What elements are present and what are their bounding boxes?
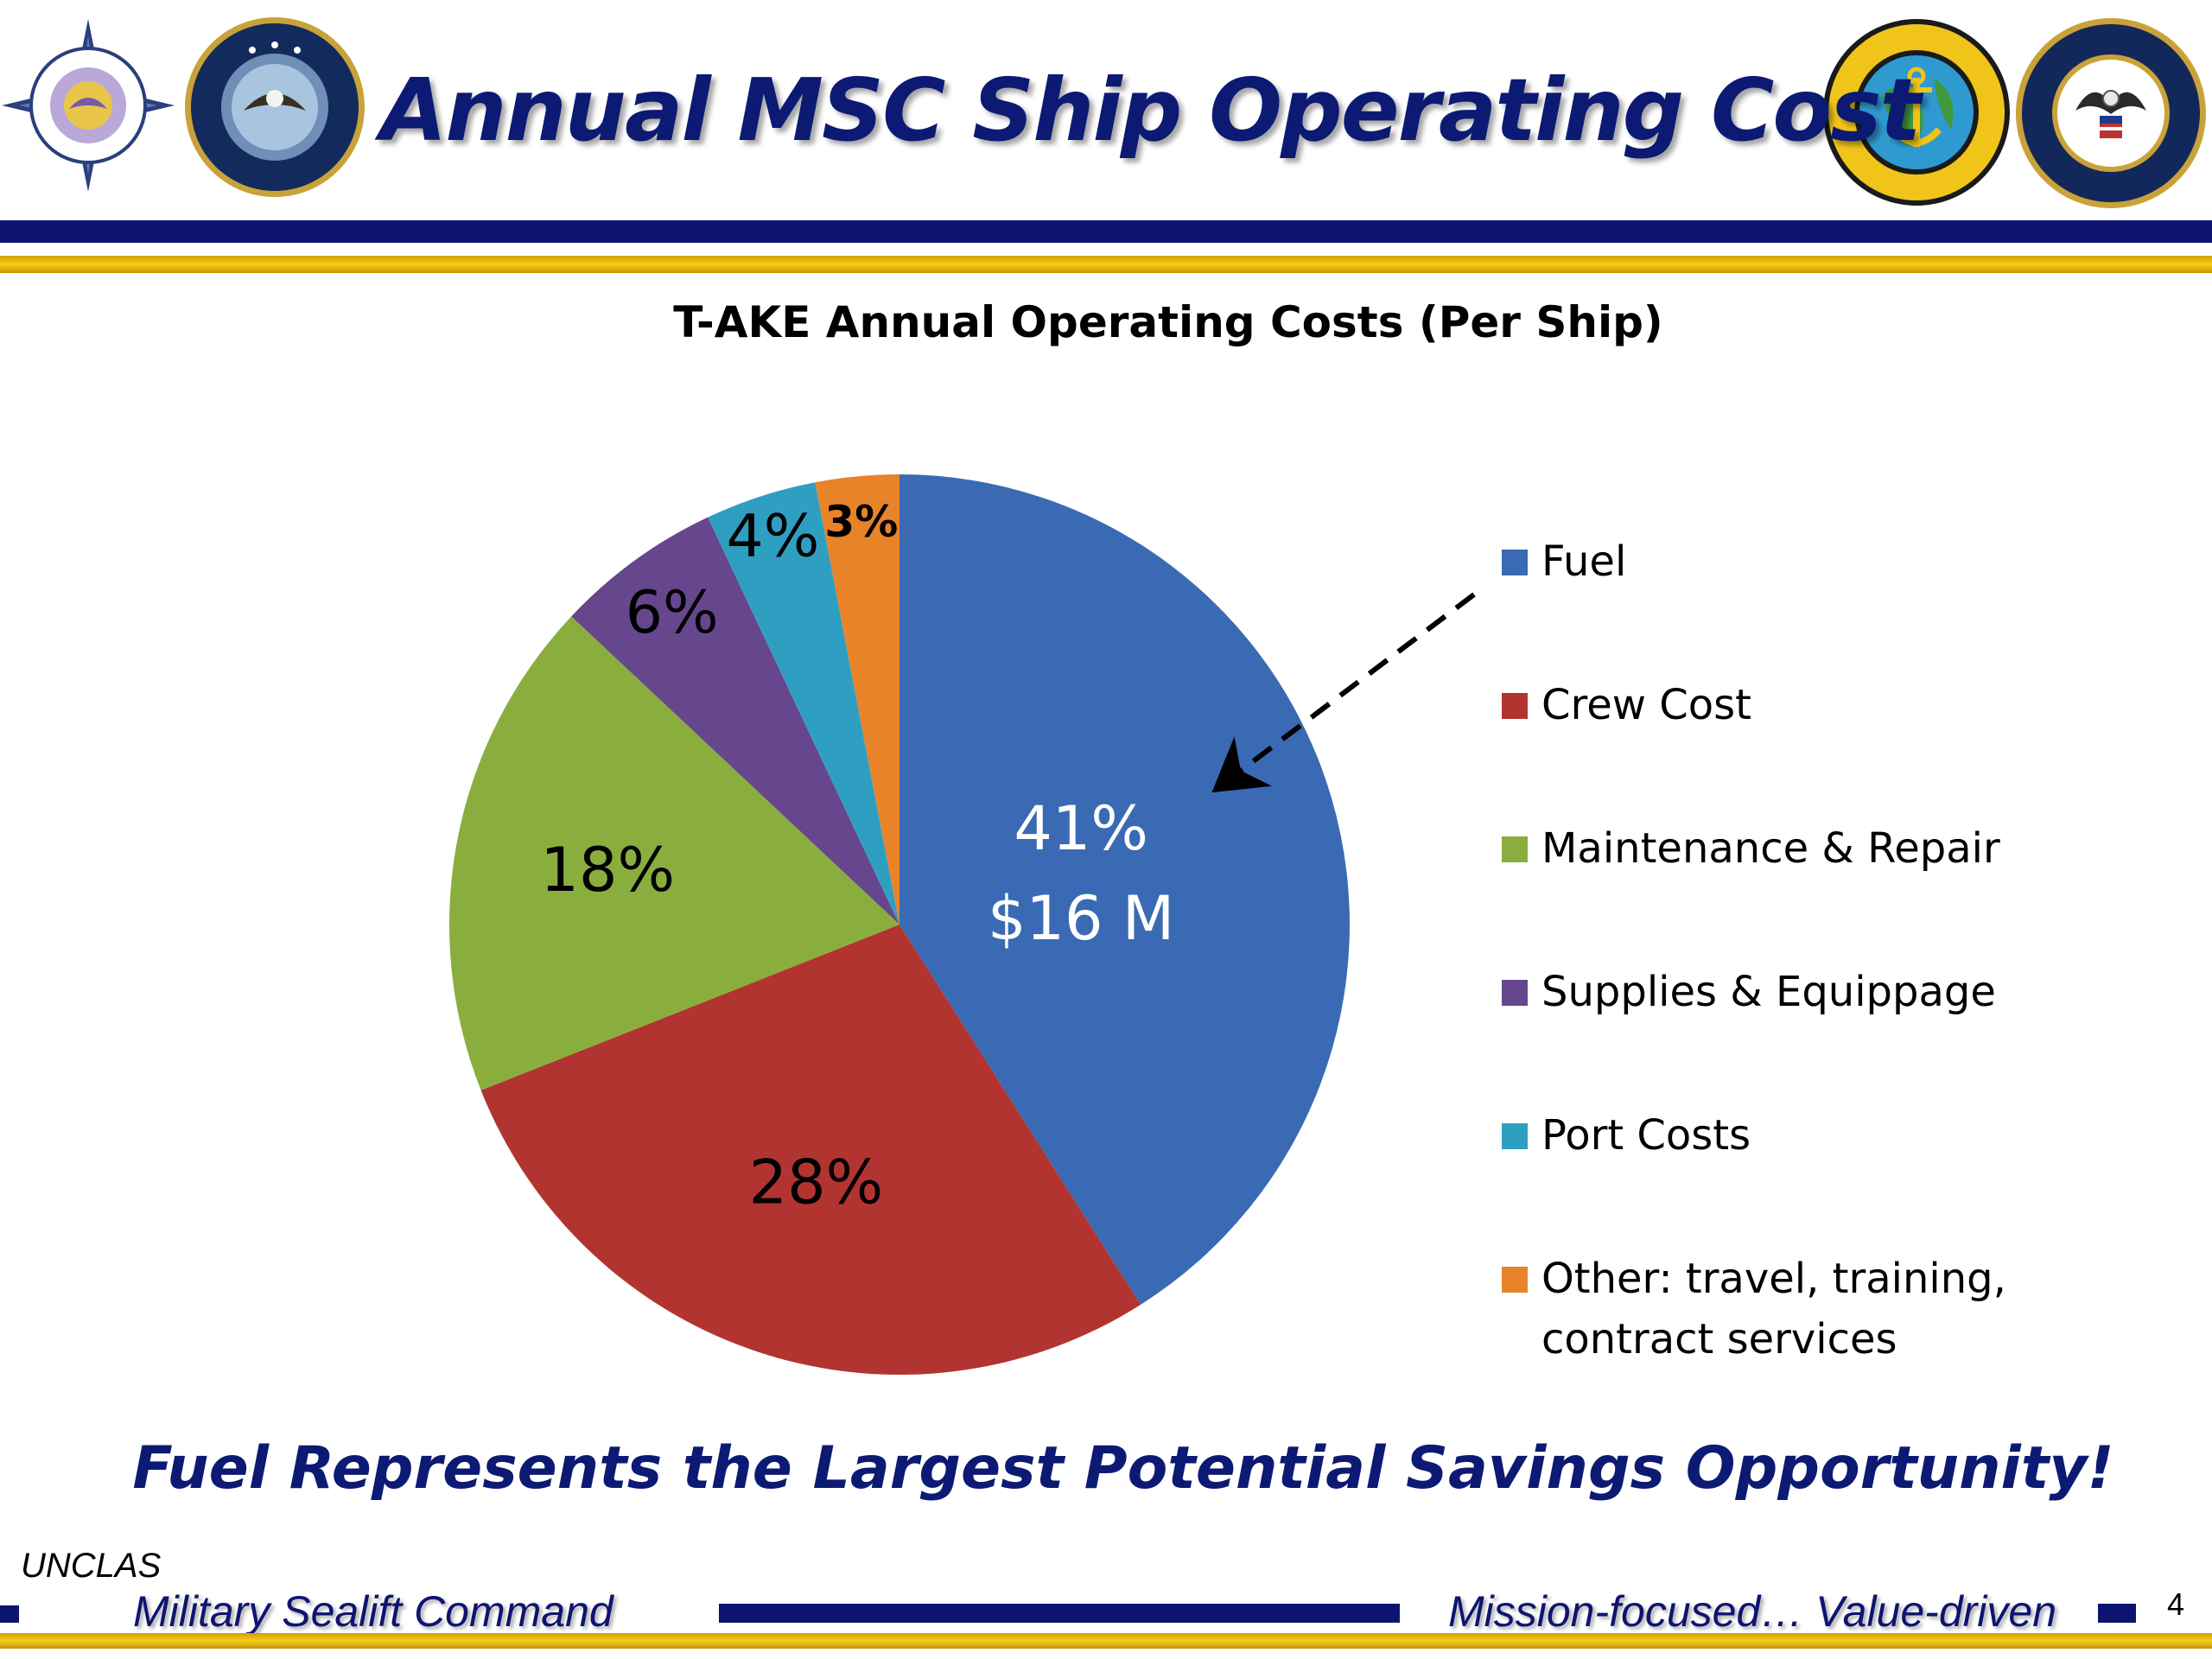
chart-title: T-AKE Annual Operating Costs (Per Ship) <box>673 297 1662 347</box>
legend-item-port-costs: Port Costs <box>1502 1111 1751 1160</box>
footer-organization: Military Sealift Command <box>133 1587 613 1636</box>
legend-swatch-supplies-equippage <box>1502 980 1528 1006</box>
slide-title: Annual MSC Ship Operating Cost <box>380 60 1921 161</box>
legend-label-supplies-equippage: Supplies & Equippage <box>1541 968 1996 1016</box>
header-gold-rule <box>0 256 2212 273</box>
legend-item-supplies-equippage: Supplies & Equippage <box>1502 968 1996 1016</box>
legend-swatch-other-travel-training-contract-services <box>1502 1267 1528 1293</box>
pie-chart: T-AKE Annual Operating Costs (Per Ship) … <box>449 297 2006 1375</box>
classification-marking: UNCLAS <box>21 1547 162 1585</box>
legend-swatch-fuel <box>1502 550 1528 575</box>
header-navy-rule <box>0 220 2212 243</box>
footer-right-square <box>2098 1604 2136 1623</box>
legend-swatch-port-costs <box>1502 1123 1528 1149</box>
legend-label-crew-cost: Crew Cost <box>1541 681 1751 729</box>
slice-label-fuel: 41% <box>1014 793 1148 864</box>
legend-item-fuel: Fuel <box>1502 537 1626 586</box>
slice-label-crew-cost: 28% <box>749 1147 884 1218</box>
pie-slice-supplies-equippage <box>571 517 899 925</box>
legend-swatch-maintenance-repair <box>1502 836 1528 862</box>
legend-label-fuel: Fuel <box>1541 537 1626 586</box>
footer-center-bar <box>719 1604 1400 1623</box>
footer-motto: Mission-focused… Value-driven <box>1448 1587 2057 1636</box>
slice-label-supplies-equippage: 6% <box>626 579 719 647</box>
slice-sublabel-fuel: $16 M <box>988 883 1174 954</box>
slice-label-maintenance-repair: 18% <box>540 835 675 906</box>
footer-left-square <box>0 1605 19 1623</box>
footer-gold-rule <box>0 1633 2212 1649</box>
transcom-seal-logo <box>2 19 175 192</box>
fleet-forces-seal-logo <box>185 17 365 197</box>
pacific-fleet-seal-logo <box>1823 19 2010 206</box>
legend-label-other-travel-training-contract-services: Other: travel, training, <box>1541 1255 2006 1303</box>
pie-slice-crew-cost <box>480 925 1141 1375</box>
legend-swatch-crew-cost <box>1502 693 1528 719</box>
tagline: Fuel Represents the Largest Potential Sa… <box>132 1434 2114 1503</box>
legend-item-maintenance-repair: Maintenance & Repair <box>1502 824 2000 873</box>
legend-item-crew-cost: Crew Cost <box>1502 681 1751 729</box>
pie-slice-maintenance-repair <box>449 616 899 1090</box>
pie-slice-port-costs <box>708 482 899 925</box>
page-number: 4 <box>2167 1586 2185 1622</box>
legend-item-other-travel-training-contract-services: Other: travel, training, contract service… <box>1502 1255 2006 1363</box>
legend-label-port-costs: Port Costs <box>1541 1111 1751 1160</box>
legend-label-other-travel-training-contract-services-line-2: contract services <box>1541 1315 1897 1363</box>
slice-label-port-costs: 4% <box>727 503 820 571</box>
fuel-callout-arrow <box>1211 592 1476 793</box>
slice-label-other-travel-training-contract-services: 3% <box>824 497 898 547</box>
legend-label-maintenance-repair: Maintenance & Repair <box>1541 824 2000 873</box>
pie-slice-fuel <box>899 474 1351 1305</box>
msc-seal-logo <box>2016 18 2206 208</box>
pie-slice-other-travel-training-contract-services <box>815 474 899 925</box>
